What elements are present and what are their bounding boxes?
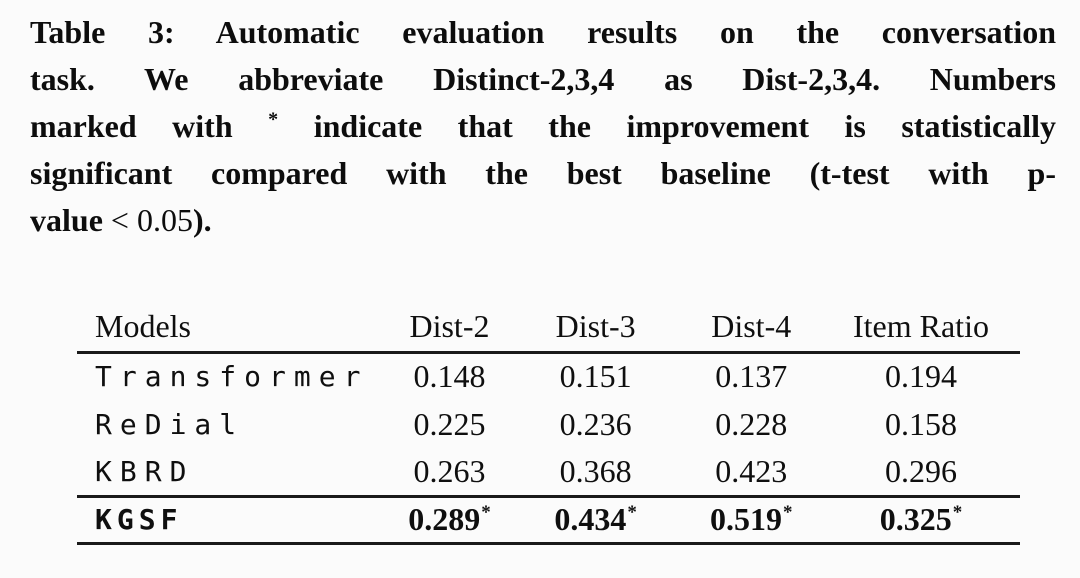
metric-value-cell: 0.137 [715, 358, 788, 395]
significance-asterisk: * [627, 502, 637, 524]
metric-value-cell: 0.194 [884, 358, 957, 395]
caption-line-5-bold: value [30, 202, 103, 238]
metric-value-cell: 0.296 [821, 448, 1020, 498]
model-name-cell: KBRD [77, 448, 389, 498]
metric-value-cell: 0.368 [510, 448, 681, 498]
model-name-cell: KGSF [77, 496, 389, 545]
caption-line-3: marked with * indicate that the improvem… [30, 103, 1056, 150]
table-caption: Table 3: Automatic evaluation results on… [0, 0, 1080, 244]
metric-value-cell: 0.225 [413, 405, 486, 442]
metric-value: 0.289 [408, 501, 481, 537]
table-row-kbrd: KBRD 0.263 0.368 0.423 0.296 [77, 448, 1020, 498]
significance-asterisk: * [268, 108, 279, 131]
table-row-redial: ReDial 0.225 0.236 0.228 0.158 [77, 400, 1020, 448]
column-header-dist2: Dist-2 [388, 302, 511, 354]
column-header-dist3: Dist-3 [510, 302, 681, 354]
metric-value-cell: 0.434* [510, 496, 681, 545]
column-header-item-ratio: Item Ratio [821, 302, 1020, 354]
table-row-transformer: Transformer 0.148 0.151 0.137 0.194 [77, 352, 1020, 400]
metric-value-cell: 0.289* [388, 496, 511, 545]
caption-line-1: Table 3: Automatic evaluation results on… [30, 14, 1056, 50]
metric-value-cell: 0.158 [884, 405, 957, 442]
significance-asterisk: * [952, 502, 963, 524]
table-row-kgsf-best: KGSF 0.289* 0.434* 0.519* 0.325* [77, 496, 1020, 545]
column-header-dist4: Dist-4 [680, 302, 822, 354]
metric-value-cell: 0.325* [821, 496, 1020, 545]
metric-value: 0.434 [554, 501, 627, 537]
table-header-row: Models Dist-2 Dist-3 Dist-4 Item Ratio [77, 302, 1020, 354]
metric-value: 0.519 [709, 501, 782, 537]
metric-value-cell: 0.423 [680, 448, 822, 498]
significance-asterisk: * [782, 502, 793, 524]
model-name-cell: Transformer [95, 360, 369, 394]
caption-line-2: task. We abbreviate Distinct-2,3,4 as Di… [30, 61, 1056, 97]
metric-value: 0.325 [879, 501, 952, 537]
results-table: Models Dist-2 Dist-3 Dist-4 Item Ratio T… [77, 302, 1020, 545]
column-header-models: Models [77, 302, 389, 354]
metric-value-cell: 0.236 [559, 405, 632, 442]
caption-line-5: value < 0.05). [30, 197, 1056, 244]
metric-value-cell: 0.148 [413, 358, 486, 395]
p-value-expression: < 0.05 [110, 202, 193, 238]
caption-line-3-text-cont: indicate that the improvement is statist… [313, 108, 1057, 144]
model-name-cell: ReDial [95, 407, 245, 441]
metric-value-cell: 0.151 [559, 358, 632, 395]
metric-value-cell: 0.263 [388, 448, 511, 498]
metric-value-cell: 0.228 [715, 405, 788, 442]
metric-value-cell: 0.519* [680, 496, 822, 545]
caption-line-4: significant compared with the best basel… [30, 155, 1056, 191]
significance-asterisk: * [481, 502, 491, 524]
caption-line-3-text: marked with [30, 108, 233, 144]
caption-line-5-end: ). [192, 202, 212, 238]
results-table-container: Models Dist-2 Dist-3 Dist-4 Item Ratio T… [77, 302, 1080, 545]
